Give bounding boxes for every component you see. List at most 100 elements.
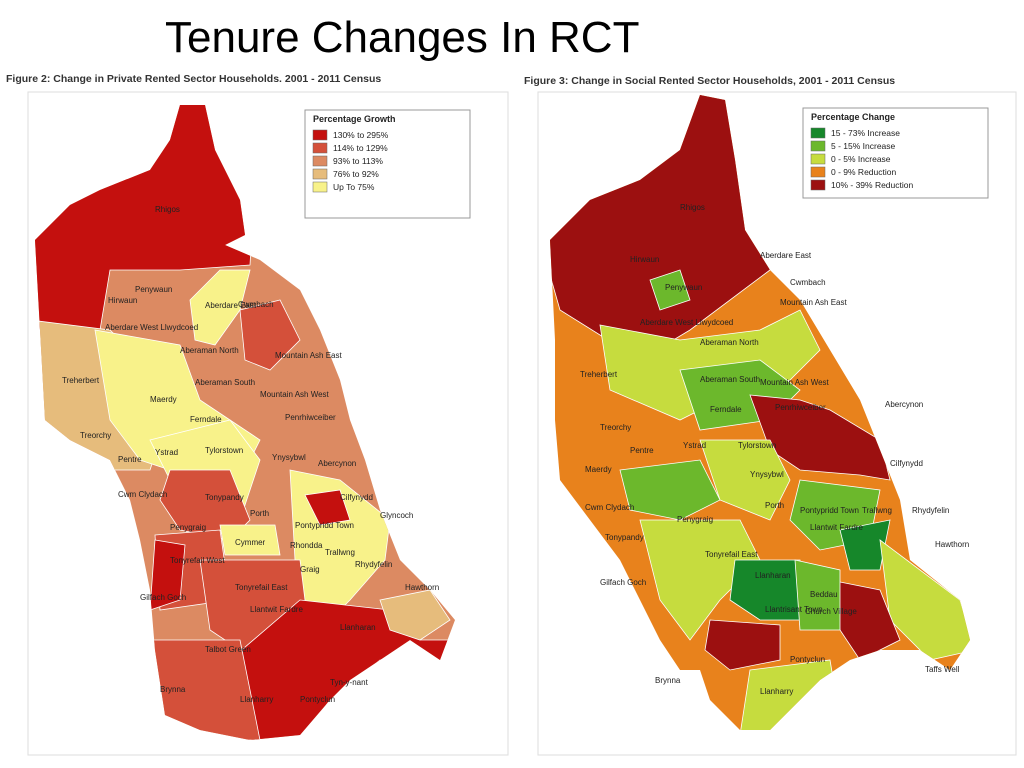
place-label: Llanharan: [755, 571, 791, 580]
legend-label: 10% - 39% Reduction: [831, 180, 913, 190]
place-label: Maerdy: [150, 395, 177, 404]
place-label: Llantwit Fardre: [810, 523, 863, 532]
map-region: [149, 539, 186, 611]
place-label: Penrhiwceiber: [285, 413, 336, 422]
map-region: [649, 269, 691, 311]
legend-label: 93% to 113%: [333, 156, 383, 166]
place-label: Tylorstown: [205, 446, 243, 455]
place-label: Maerdy: [585, 465, 612, 474]
legend-swatch: [312, 155, 328, 167]
place-label: Mountain Ash West: [260, 390, 330, 399]
map-region: [739, 659, 841, 730]
place-label: Abercynon: [318, 459, 356, 468]
map-region: [219, 524, 281, 556]
legend-label: 76% to 92%: [333, 169, 379, 179]
legend-label: 130% to 295%: [333, 130, 389, 140]
place-label: Ystrad: [155, 448, 178, 457]
place-label: Gilfach Goch: [600, 578, 646, 587]
place-label: Aberdare West Llwydcoed: [105, 323, 198, 332]
place-label: Trallwng: [862, 506, 892, 515]
place-label: Ynysybwl: [750, 470, 784, 479]
place-label: Aberaman North: [700, 338, 759, 347]
legend-box: [802, 107, 989, 199]
place-label: Glyncoch: [380, 511, 413, 520]
map-frame: [537, 91, 1017, 756]
place-label: Brynna: [160, 685, 186, 694]
legend-label: 5 - 15% Increase: [831, 141, 896, 151]
place-label: Cymmer: [235, 538, 266, 547]
place-label: Treorchy: [80, 431, 111, 440]
legend-swatch: [312, 181, 328, 193]
place-label: Pontyclun: [300, 695, 335, 704]
place-label: Aberdare East: [760, 251, 812, 260]
map-region: [304, 489, 351, 526]
place-label: Treherbert: [62, 376, 100, 385]
legend-swatch: [810, 140, 826, 152]
place-label: Tonyrefail East: [235, 583, 288, 592]
place-label: Rhondda: [290, 541, 323, 550]
map-region: [879, 539, 970, 661]
place-label: Porth: [765, 501, 784, 510]
place-label: Rhydyfelin: [912, 506, 949, 515]
place-label: Ystrad: [683, 441, 706, 450]
legend-swatch: [312, 168, 328, 180]
place-label: Mountain Ash East: [780, 298, 847, 307]
legend-label: 15 - 73% Increase: [831, 128, 900, 138]
slide-title: Tenure Changes In RCT: [165, 13, 639, 62]
legend-title: Percentage Change: [811, 112, 895, 122]
place-label: Cwm Clydach: [585, 503, 634, 512]
place-label: Ferndale: [710, 405, 742, 414]
place-label: Hawthorn: [935, 540, 969, 549]
map-region: [699, 439, 791, 521]
place-label: Tonypandy: [605, 533, 644, 542]
map-region: [839, 519, 891, 571]
place-label: Aberaman North: [180, 346, 239, 355]
place-label: Aberaman South: [195, 378, 255, 387]
legend-box: [304, 109, 471, 219]
map-region: [749, 394, 891, 481]
place-label: Llanharry: [240, 695, 273, 704]
legend-label: 114% to 129%: [333, 143, 388, 153]
legend-swatch: [312, 142, 328, 154]
place-label: Pontyclun: [790, 655, 825, 664]
place-label: Trallwng: [325, 548, 355, 557]
legend: Percentage Growth 130% to 295% 114% to 129…: [304, 109, 471, 219]
place-label: Hirwaun: [108, 296, 137, 305]
place-label: Taffs Well: [925, 665, 960, 674]
legend-swatch: [312, 129, 328, 141]
map-region: [239, 299, 301, 371]
place-label: Hirwaun: [630, 255, 659, 264]
place-label: Porth: [250, 509, 269, 518]
place-label: Gilfach Goch: [140, 593, 186, 602]
place-label: Tylorstown: [738, 441, 776, 450]
place-label: Cwm Clydach: [118, 490, 167, 499]
legend-label: 0 - 9% Reduction: [831, 167, 896, 177]
legend: Percentage Change 15 - 73% Increase 5 - 15…: [802, 107, 989, 199]
place-label: Rhigos: [155, 205, 180, 214]
place-label: Talbot Green: [205, 645, 251, 654]
map-region: [794, 559, 841, 631]
map-region: [599, 309, 821, 421]
place-label: Penygraig: [677, 515, 713, 524]
place-label: Mountain Ash West: [760, 378, 830, 387]
place-label: Llanharan: [340, 623, 376, 632]
place-label: Tonypandy: [205, 493, 244, 502]
place-label: Rhigos: [680, 203, 705, 212]
map-region: [619, 459, 721, 521]
place-label: Pentre: [118, 455, 142, 464]
map-caption: Figure 3: Change in Social Rented Sector…: [524, 75, 895, 87]
place-label: Cilfynydd: [340, 493, 373, 502]
place-label: Pontypridd Town: [800, 506, 859, 515]
legend-swatch: [810, 153, 826, 165]
place-label: Cilfynydd: [890, 459, 923, 468]
place-label: Mountain Ash East: [275, 351, 342, 360]
map-region: [704, 619, 781, 671]
place-label: Church Village: [805, 607, 857, 616]
place-label: Tonyrefail East: [705, 550, 758, 559]
place-label: Cwmbach: [790, 278, 826, 287]
place-label: Treherbert: [580, 370, 618, 379]
map-caption: Figure 2: Change in Private Rented Secto…: [6, 73, 381, 85]
place-label: Hawthorn: [405, 583, 439, 592]
map-region: [639, 519, 761, 641]
